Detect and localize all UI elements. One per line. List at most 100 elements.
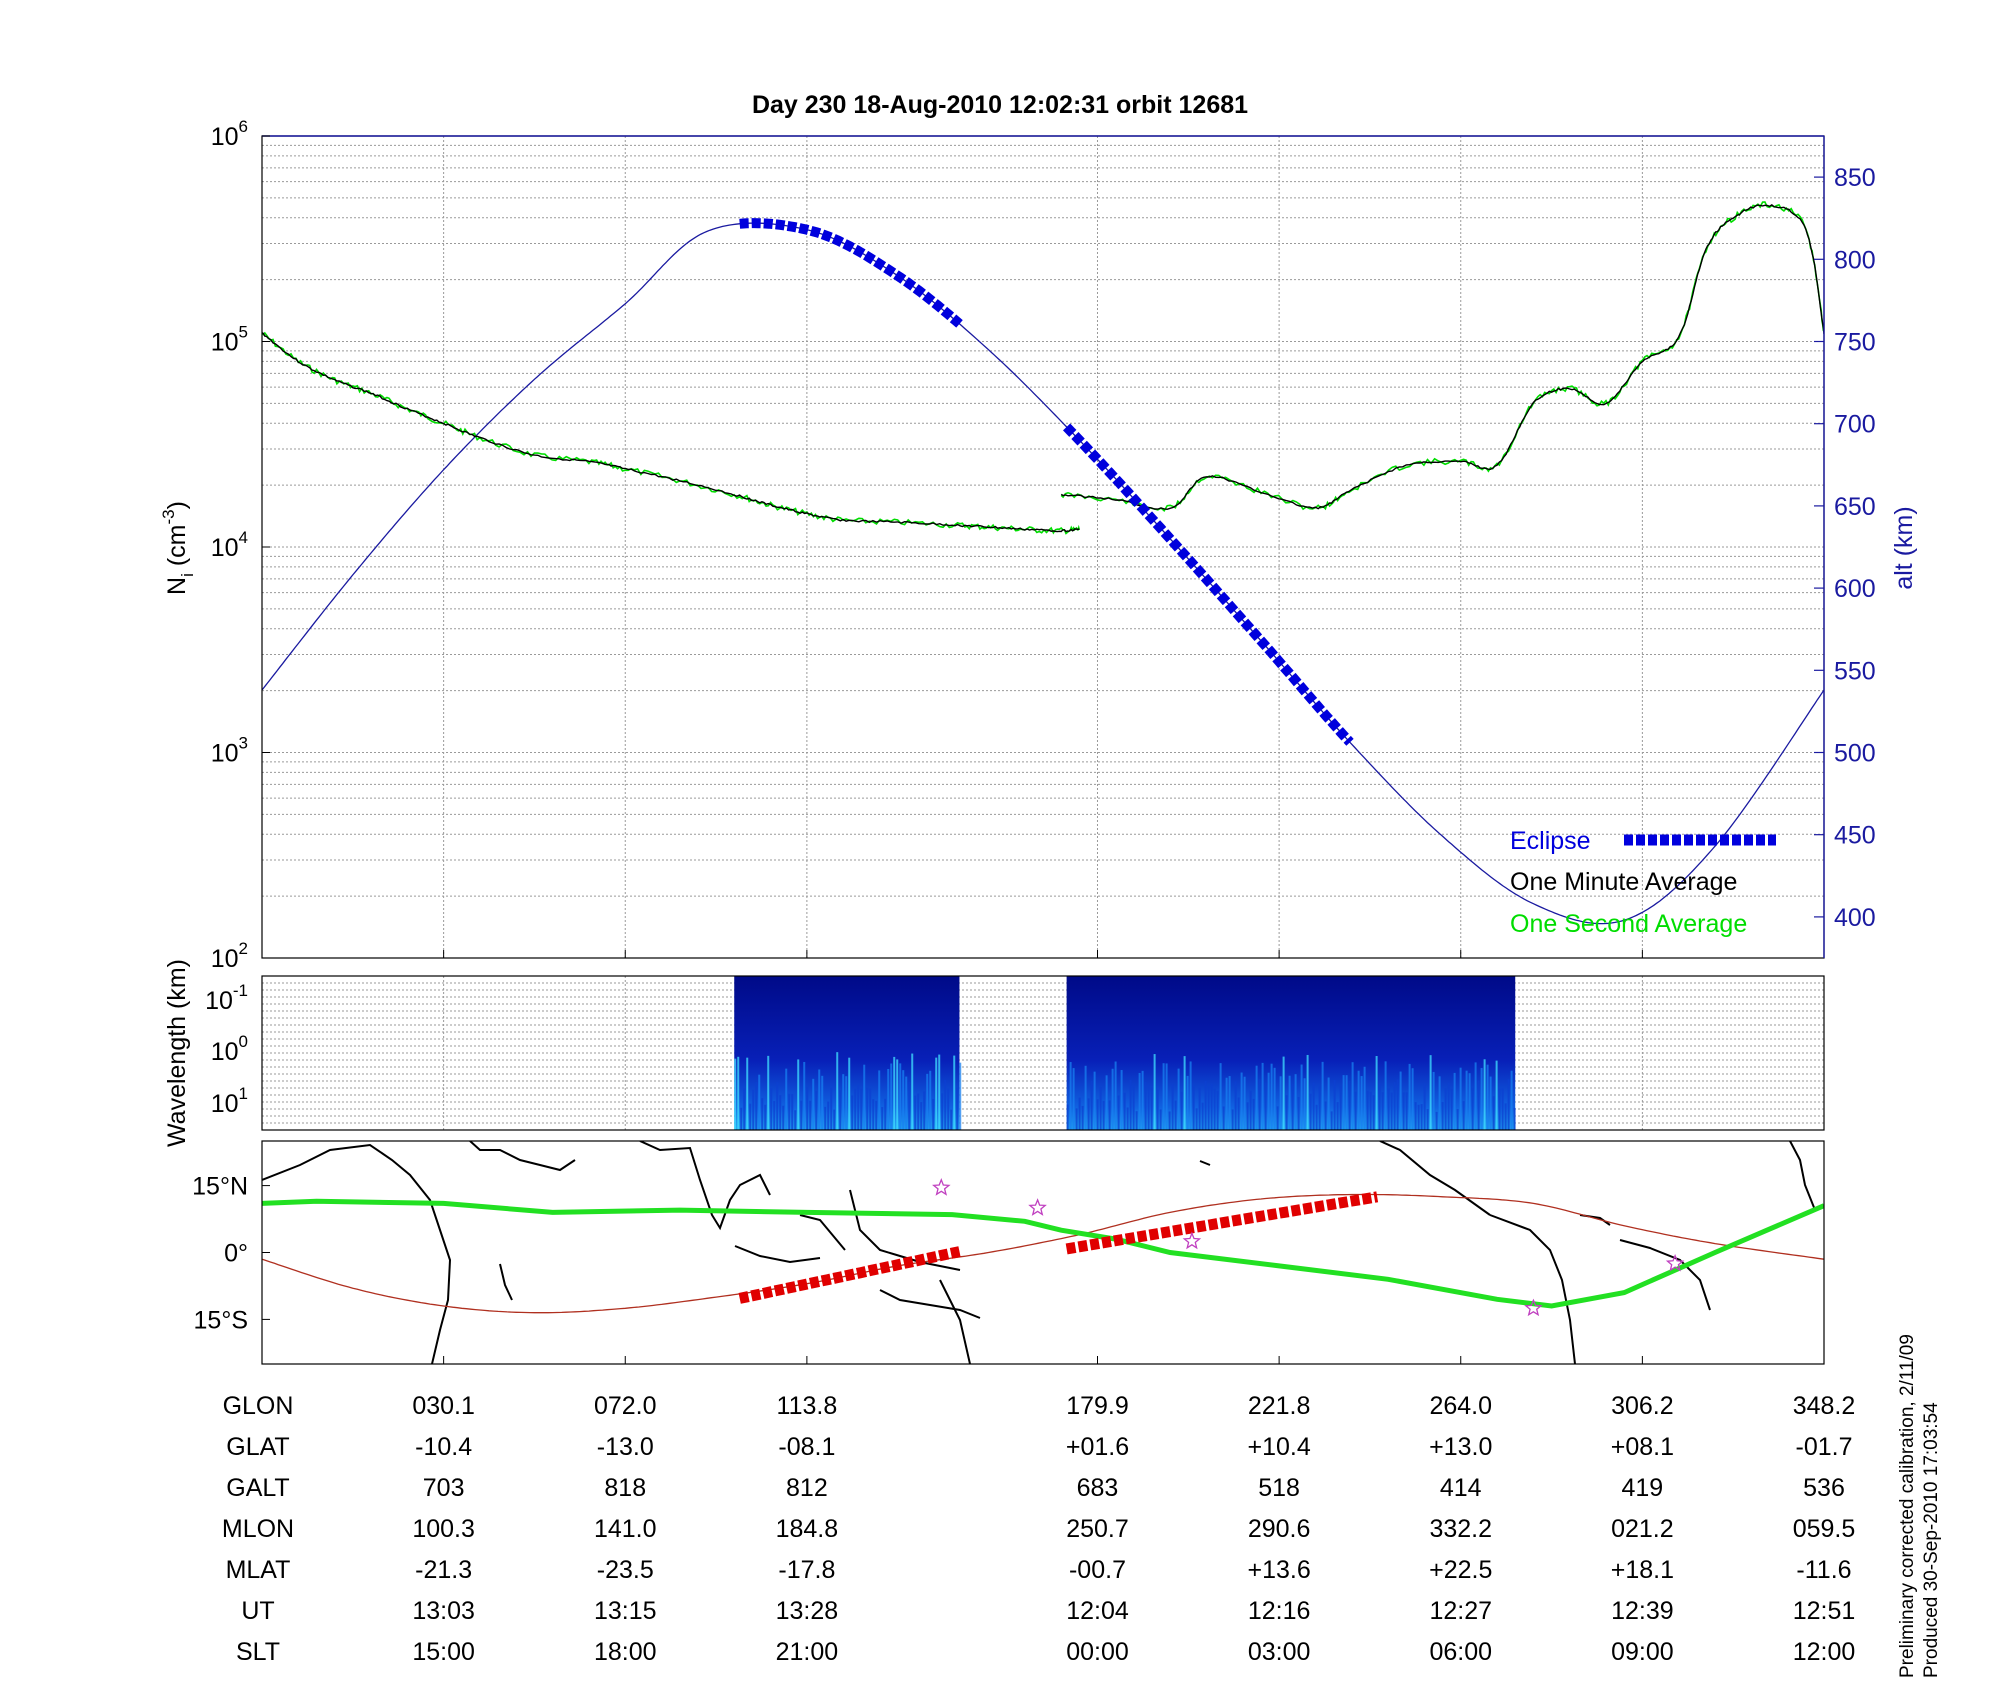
spectrogram-grid: [262, 976, 1825, 1130]
spectrogram-stripe: [1339, 1086, 1342, 1130]
spectrogram-stripe: [803, 1061, 806, 1130]
spectrogram-stripe: [1135, 1111, 1138, 1130]
spectrogram-stripe: [1486, 1064, 1489, 1130]
map-grid: [443, 1356, 1825, 1364]
spectrogram-stripe: [1096, 1099, 1099, 1130]
spectrogram-stripe: [872, 1099, 875, 1130]
y2-tick-label: 800: [1834, 246, 1876, 274]
dip-equator-line: [262, 1193, 1824, 1314]
table-cell: -10.4: [415, 1433, 472, 1461]
spectrogram-stripe: [881, 1107, 884, 1130]
spectrogram-stripe: [812, 1078, 815, 1130]
spectrogram-stripe: [1177, 1068, 1180, 1130]
table-cell: 03:00: [1248, 1638, 1311, 1666]
spectrogram-stripe: [782, 1105, 785, 1130]
table-row-label: MLON: [222, 1515, 294, 1543]
spectrogram-panel: 10-1 100 101 Wavelength (km): [163, 959, 1825, 1147]
spectrogram-stripe: [1294, 1074, 1297, 1130]
spectrogram-stripe: [1366, 1090, 1369, 1130]
spectrogram-stripe: [1453, 1072, 1456, 1130]
spectrogram-stripe: [1087, 1098, 1090, 1130]
table-cell: 12:00: [1793, 1638, 1856, 1666]
spectrogram-stripe: [959, 1062, 962, 1130]
spectrogram-stripe: [1120, 1070, 1123, 1130]
spectrogram-stripe: [1183, 1056, 1186, 1130]
spectrogram-stripe: [1369, 1091, 1372, 1130]
spectrogram-stripe: [1201, 1102, 1204, 1130]
spectrogram-stripe: [1195, 1108, 1198, 1130]
spectrogram-stripe: [1390, 1092, 1393, 1130]
star-markers: [932, 1178, 1685, 1317]
one-minute-average-line-1: [262, 332, 1080, 533]
spectrogram-stripe: [1138, 1072, 1141, 1130]
table-cell: 13:28: [776, 1597, 839, 1625]
spectrogram-stripe: [944, 1079, 947, 1130]
spectrogram-stripe: [1267, 1072, 1270, 1130]
coastline-segment: [939, 1279, 971, 1364]
table-cell: 536: [1803, 1474, 1845, 1502]
spectrogram-stripe: [947, 1088, 950, 1130]
spectrogram-stripe: [1477, 1080, 1480, 1130]
spectrogram-stripe: [1342, 1075, 1345, 1130]
spectrogram-stripe: [1093, 1071, 1096, 1130]
table-cell: +10.4: [1247, 1433, 1310, 1461]
table-cell: 030.1: [412, 1392, 475, 1420]
coastline-segment: [1789, 1141, 1816, 1211]
y-tick-label: 106: [211, 117, 248, 151]
spectrogram-stripe: [818, 1069, 821, 1130]
spectrogram-stripe: [1354, 1091, 1357, 1130]
table-cell: -17.8: [778, 1556, 835, 1584]
spectrogram-stripe: [1213, 1088, 1216, 1130]
spectrogram-stripe: [1297, 1096, 1300, 1130]
spectrogram-y-label: Wavelength (km): [163, 959, 191, 1147]
map-tick-label: 15°N: [192, 1173, 248, 1201]
spectrogram-stripe: [1114, 1061, 1117, 1130]
spectrogram-stripe: [1255, 1065, 1258, 1130]
spectrogram-stripe: [827, 1101, 830, 1130]
table-cell: -08.1: [778, 1433, 835, 1461]
spectrogram-stripe: [1285, 1095, 1288, 1130]
spectrogram-stripe: [1417, 1104, 1420, 1130]
spectrogram-stripe: [950, 1109, 953, 1130]
one-minute-average-line-2: [1060, 204, 1824, 511]
table-cell: 332.2: [1429, 1515, 1492, 1543]
spectrogram-stripe: [1408, 1063, 1411, 1130]
spectrogram-stripe: [1444, 1088, 1447, 1130]
spectrogram-stripe: [1249, 1090, 1252, 1130]
spectrogram-stripe: [854, 1088, 857, 1130]
table-cell: 12:04: [1066, 1597, 1129, 1625]
coastline-segment: [639, 1141, 771, 1231]
spectrogram-stripe: [953, 1055, 956, 1130]
table-cell: +13.6: [1247, 1556, 1310, 1584]
spectrogram-stripe: [779, 1095, 782, 1130]
altitude-line: [262, 222, 1824, 925]
spectrogram-stripe: [1426, 1109, 1429, 1130]
spectrogram-stripe: [1234, 1081, 1237, 1130]
table-cell: 13:15: [594, 1597, 657, 1625]
spectrogram-stripe: [1411, 1068, 1414, 1130]
spectrogram-stripe: [1510, 1070, 1513, 1130]
y-tick-label: 103: [211, 734, 248, 768]
spectrogram-stripe: [1066, 1104, 1069, 1130]
spectrogram-stripe: [1300, 1064, 1303, 1130]
table-cell: 179.9: [1066, 1392, 1129, 1420]
spectrogram-stripe: [1423, 1083, 1426, 1130]
spectrogram-stripe: [1150, 1087, 1153, 1130]
table-cell: 12:51: [1793, 1597, 1856, 1625]
spectrogram-stripe: [797, 1059, 800, 1130]
spectrogram-stripe: [902, 1070, 905, 1130]
y2-tick-label: 550: [1834, 657, 1876, 685]
spectrogram-stripe: [1393, 1081, 1396, 1130]
spectrogram-stripe: [758, 1074, 761, 1130]
spectrogram-stripe: [1357, 1070, 1360, 1130]
spectrogram-stripe: [1345, 1075, 1348, 1130]
table-row-label: UT: [241, 1597, 274, 1625]
spectrogram-tick-label: 10-1: [205, 981, 248, 1015]
spectrogram-stripe: [1447, 1082, 1450, 1130]
spectrogram-stripe: [1210, 1083, 1213, 1130]
spectrogram-stripe: [809, 1100, 812, 1130]
spectrogram-stripe: [1351, 1062, 1354, 1130]
spectrogram-stripe: [1144, 1081, 1147, 1130]
spectrogram-stripe: [1333, 1079, 1336, 1130]
